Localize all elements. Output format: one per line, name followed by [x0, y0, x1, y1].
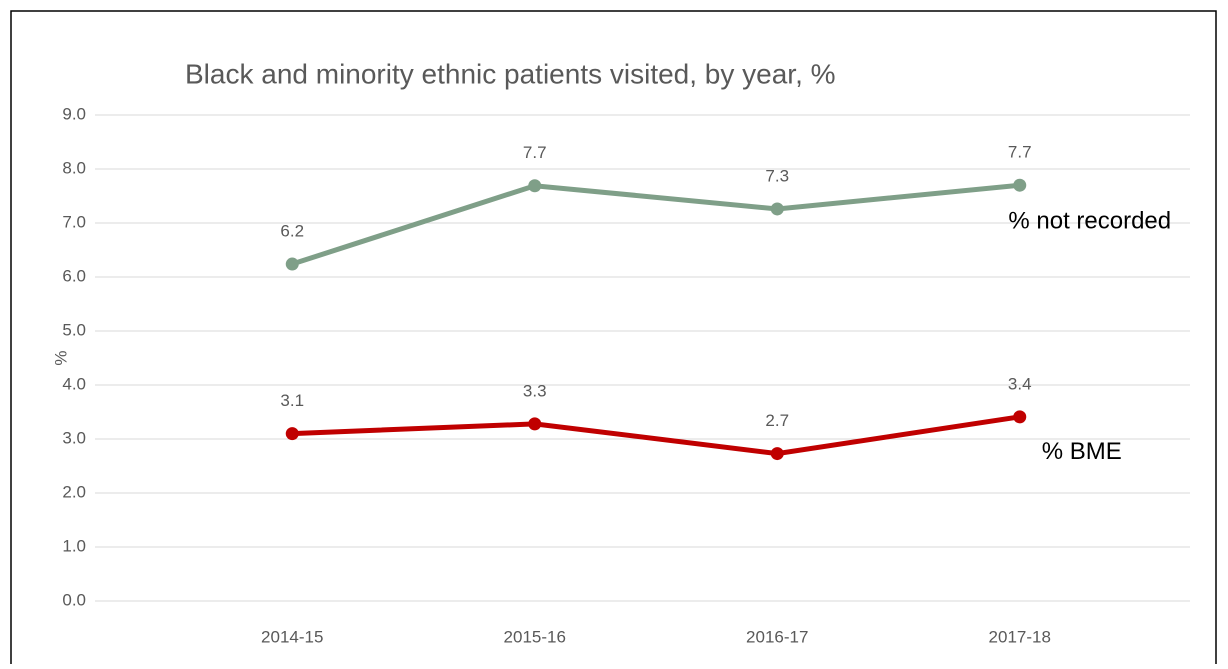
y-tick-label: 4.0 [62, 374, 86, 393]
y-axis-label: % [51, 350, 70, 365]
chart-title: Black and minority ethnic patients visit… [185, 58, 836, 89]
data-label: 3.4 [1008, 374, 1032, 393]
series-line [291, 182, 1020, 267]
data-point [770, 447, 784, 461]
series-label: % not recorded [1008, 208, 1171, 235]
data-label: 3.1 [280, 391, 304, 410]
data-point [285, 427, 299, 441]
data-label: 7.3 [765, 166, 789, 185]
x-tick-label: 2017-18 [989, 627, 1051, 646]
data-point [770, 202, 784, 216]
y-tick-label: 3.0 [62, 428, 86, 447]
data-label: 7.7 [1008, 143, 1032, 162]
series-label: % BME [1042, 438, 1122, 465]
y-tick-label: 1.0 [62, 536, 86, 555]
data-label: 3.3 [523, 381, 547, 400]
series-line [292, 414, 1021, 457]
y-tick-label: 6.0 [62, 266, 86, 285]
data-point [528, 179, 542, 193]
y-tick-label: 8.0 [62, 158, 86, 177]
data-point [528, 417, 542, 431]
data-point [285, 257, 299, 271]
y-tick-label: 0.0 [62, 590, 86, 609]
data-point [1013, 410, 1027, 424]
data-point [1013, 178, 1027, 192]
x-tick-label: 2016-17 [746, 627, 808, 646]
data-label: 6.2 [280, 222, 304, 241]
x-tick-label: 2015-16 [504, 627, 566, 646]
chart-frame [10, 10, 1217, 669]
y-tick-label: 5.0 [62, 320, 86, 339]
data-label: 7.7 [523, 143, 547, 162]
y-tick-label: 7.0 [62, 212, 86, 231]
x-tick-label: 2014-15 [261, 627, 323, 646]
y-tick-label: 2.0 [62, 482, 86, 501]
y-tick-label: 9.0 [62, 104, 86, 123]
data-label: 2.7 [765, 411, 789, 430]
